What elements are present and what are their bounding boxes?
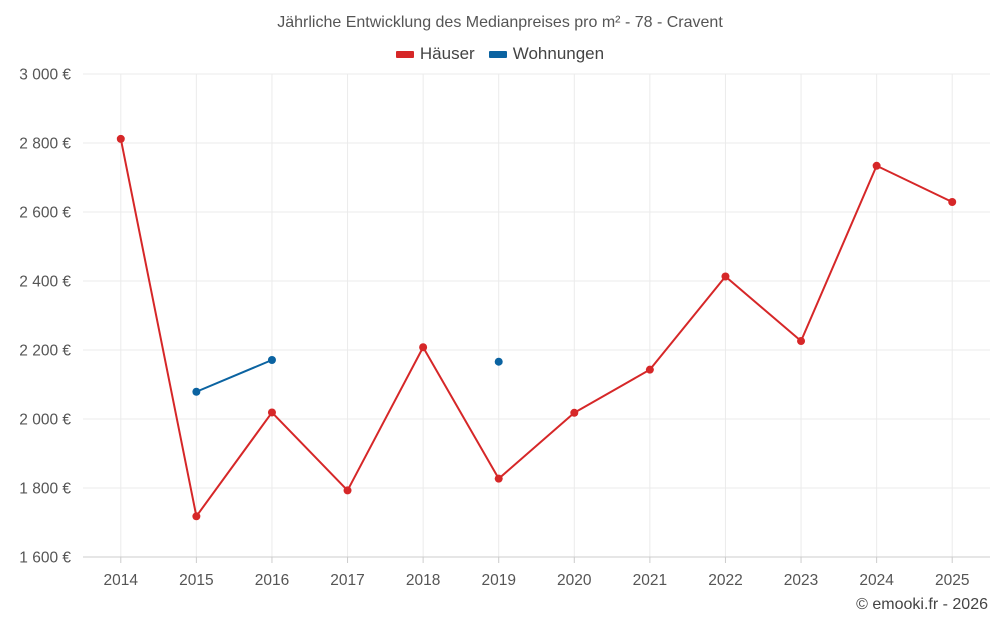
data-point-wohnungen-2016 <box>267 356 276 365</box>
x-tick-label: 2017 <box>330 572 364 589</box>
y-tick-label: 2 400 € <box>19 274 71 291</box>
data-point-haeuser-2023 <box>797 337 806 346</box>
legend-item-wohnungen[interactable]: Wohnungen <box>488 44 605 64</box>
data-point-haeuser-2018 <box>419 343 428 352</box>
data-point-haeuser-2016 <box>267 408 276 417</box>
legend-swatch-wohnungen <box>488 50 507 58</box>
data-point-haeuser-2019 <box>494 474 503 483</box>
x-tick-label: 2019 <box>481 572 515 589</box>
credit-text: © emooki.fr - 2026 <box>856 596 988 613</box>
x-tick-label: 2021 <box>633 572 667 589</box>
data-point-haeuser-2020 <box>570 408 579 417</box>
x-tick-label: 2024 <box>859 572 894 589</box>
y-tick-label: 2 600 € <box>19 205 71 222</box>
x-tick-label: 2020 <box>557 572 592 589</box>
series-line-wohnungen <box>195 359 273 393</box>
data-point-wohnungen-2019 <box>494 357 503 366</box>
legend-label-haeuser: Häuser <box>419 44 475 63</box>
x-tick-label: 2023 <box>784 572 818 589</box>
x-tick-label: 2018 <box>406 572 440 589</box>
x-tick-label: 2015 <box>179 572 213 589</box>
y-tick-label: 3 000 € <box>19 67 71 84</box>
y-tick-label: 2 200 € <box>19 343 71 360</box>
data-point-haeuser-2014 <box>116 134 125 143</box>
y-tick-label: 2 000 € <box>19 412 71 429</box>
legend: Häuser Wohnungen <box>0 44 1000 64</box>
data-point-haeuser-2024 <box>872 161 881 170</box>
chart-title: Jährliche Entwicklung des Medianpreises … <box>277 14 723 31</box>
data-point-haeuser-2021 <box>645 365 654 374</box>
y-tick-label: 2 800 € <box>19 136 71 153</box>
data-point-haeuser-2022 <box>721 272 730 281</box>
y-tick-label: 1 800 € <box>19 481 71 498</box>
x-tick-label: 2022 <box>708 572 742 589</box>
data-point-haeuser-2015 <box>192 512 201 521</box>
data-point-haeuser-2017 <box>343 486 352 495</box>
x-tick-label: 2014 <box>104 572 139 589</box>
data-point-wohnungen-2015 <box>192 387 201 396</box>
series-line-haeuser <box>119 138 953 518</box>
legend-item-haeuser[interactable]: Häuser <box>395 44 475 64</box>
x-tick-label: 2016 <box>255 572 289 589</box>
legend-label-wohnungen: Wohnungen <box>512 44 605 63</box>
y-tick-label: 1 600 € <box>19 550 71 567</box>
legend-swatch-haeuser <box>395 50 414 58</box>
x-tick-label: 2025 <box>935 572 969 589</box>
data-point-haeuser-2025 <box>948 197 957 206</box>
